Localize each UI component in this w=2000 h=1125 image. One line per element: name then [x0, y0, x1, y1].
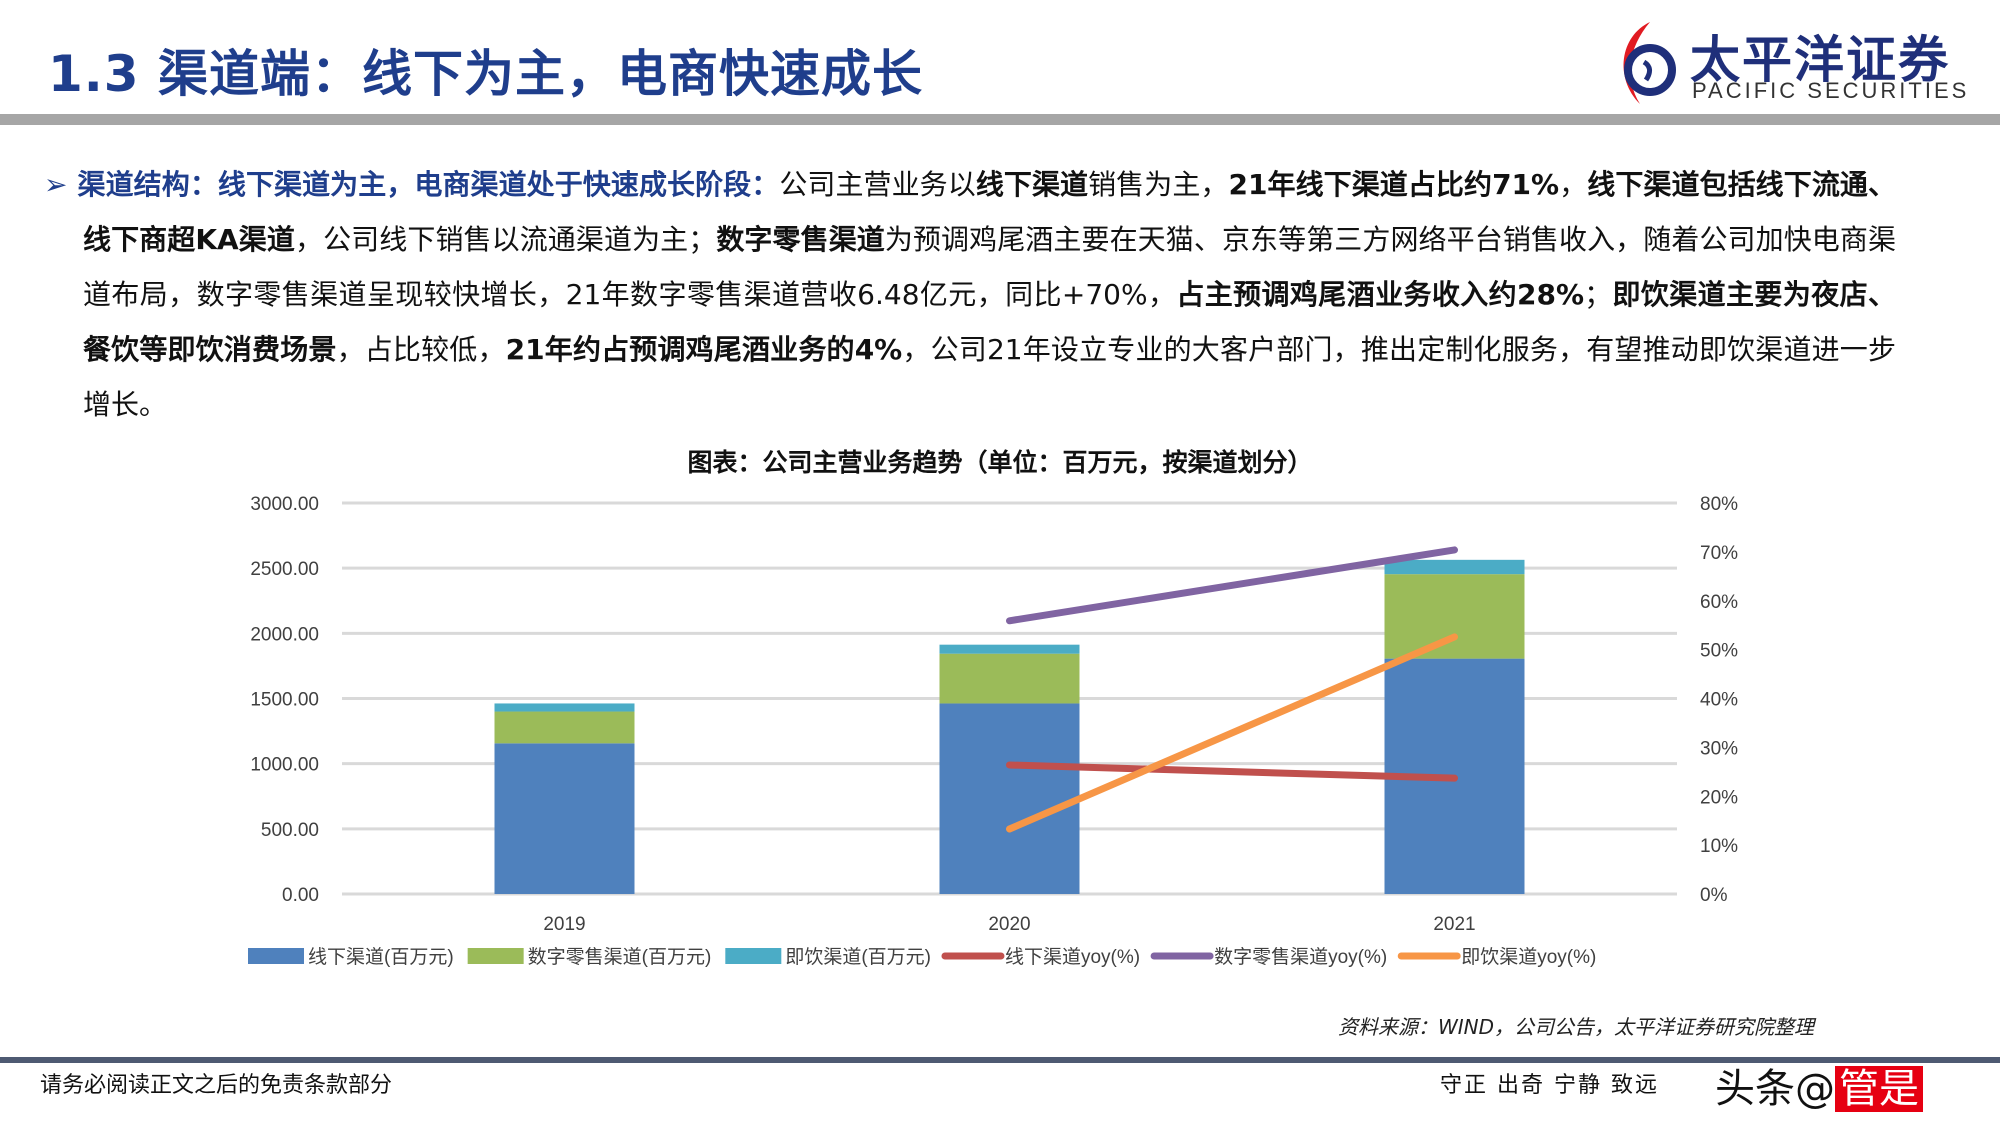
watermark: 头条@ 管是 — [1715, 1066, 1923, 1112]
page-title: 1.3 渠道端：线下为主，电商快速成长 — [48, 45, 923, 103]
watermark-badge: 管是 — [1835, 1066, 1923, 1112]
y-right-tick-label: 0% — [1700, 885, 1728, 906]
body-paragraph: ➢ 渠道结构：线下渠道为主，电商渠道处于快速成长阶段：公司主营业务以线下渠道销售为… — [44, 157, 1896, 432]
line-series — [1006, 633, 1458, 833]
legend-swatch — [725, 948, 782, 964]
header-divider — [0, 114, 2000, 125]
bar-segment — [494, 711, 635, 744]
y-right-tick-label: 50% — [1700, 641, 1738, 662]
y-right-tick-label: 80% — [1700, 494, 1738, 515]
paragraph-segment: ，占比较低， — [336, 333, 506, 366]
legend-label: 线下渠道yoy(%) — [1005, 946, 1140, 968]
paragraph-segment: 21年线下渠道占比约71% — [1228, 168, 1560, 201]
y-left-tick-label: 2500.00 — [250, 559, 319, 580]
chart-title: 图表：公司主营业务趋势（单位：百万元，按渠道划分） — [687, 448, 1313, 477]
bar-segment — [494, 703, 635, 712]
paragraph-segment: 数字零售渠道 — [716, 223, 885, 256]
arrow-right-icon: ➢ — [44, 168, 68, 201]
line-series — [1006, 761, 1458, 782]
paragraph-segment: 21年约占预调鸡尾酒业务的4% — [505, 333, 903, 366]
y-left-tick-label: 1500.00 — [250, 690, 319, 711]
y-right-tick-label: 10% — [1700, 836, 1738, 857]
paragraph-segment: ，公司线下销售以流通渠道为主； — [295, 223, 717, 256]
footer-divider — [0, 1057, 2000, 1063]
logo-text-en: PACIFIC SECURITIES — [1692, 78, 1970, 103]
logo-emblem-icon — [1623, 22, 1676, 104]
bar-segment — [1384, 559, 1525, 575]
paragraph-segment: 公司主营业务以 — [779, 168, 976, 201]
bar-segment — [939, 644, 1080, 654]
paragraph-segment: 为预调鸡尾酒主要在天猫、京东等第三方网络平台销售收入，随着公司加快电商渠道布局，… — [83, 223, 1896, 311]
logo-text-cn: 太平洋证券 — [1690, 31, 1950, 89]
y-right-tick-label: 30% — [1700, 738, 1738, 759]
line-series — [1006, 546, 1458, 625]
legend-label: 数字零售渠道yoy(%) — [1214, 946, 1387, 968]
company-logo: 太平洋证券 PACIFIC SECURITIES — [1610, 18, 1990, 108]
x-tick-label: 2021 — [1433, 914, 1475, 935]
bar-segment — [939, 653, 1080, 704]
y-left-tick-label: 3000.00 — [250, 494, 319, 515]
motto-text: 守正 出奇 宁静 致远 — [1440, 1073, 1659, 1098]
paragraph-segment: 占主预调鸡尾酒业务收入约28% — [1176, 278, 1585, 311]
paragraph-segment: 线下渠道 — [975, 168, 1089, 201]
legend-label: 数字零售渠道(百万元) — [528, 946, 712, 968]
x-tick-label: 2019 — [543, 914, 585, 935]
x-tick-label: 2020 — [988, 914, 1030, 935]
legend-swatch — [248, 948, 304, 964]
y-left-tick-label: 0.00 — [282, 885, 319, 906]
legend-swatch — [467, 948, 524, 964]
bar-segment — [939, 703, 1080, 894]
legend-label: 即饮渠道yoy(%) — [1461, 946, 1596, 968]
source-note: 资料来源：WIND，公司公告，太平洋证券研究院整理 — [1337, 1015, 1814, 1039]
y-left-tick-label: 500.00 — [261, 820, 319, 841]
watermark-text: 头条@ — [1715, 1066, 1835, 1112]
paragraph-segment: 线下渠道包括线下流通、线下商超KA渠道 — [83, 168, 1896, 256]
paragraph-segment: ； — [1584, 278, 1613, 311]
y-right-tick-label: 70% — [1700, 543, 1738, 564]
paragraph-segment: 即饮渠道主要为夜店、餐饮等即饮消费场景 — [83, 278, 1896, 366]
y-right-tick-label: 60% — [1700, 592, 1738, 613]
bar-segment — [494, 743, 635, 894]
y-right-tick-label: 40% — [1700, 690, 1738, 711]
legend-label: 即饮渠道(百万元) — [785, 946, 931, 968]
y-left-tick-label: 1000.00 — [250, 755, 319, 776]
legend-label: 线下渠道(百万元) — [308, 946, 454, 968]
paragraph-segment: ，公司21年设立专业的大客户部门，推出定制化服务，有望推动即饮渠道进一步增长。 — [83, 333, 1896, 421]
paragraph-segment: 销售为主， — [1088, 168, 1229, 201]
y-right-tick-label: 20% — [1700, 787, 1738, 808]
bar-segment — [1384, 574, 1525, 659]
paragraph-segment: ， — [1559, 168, 1588, 201]
disclaimer-text: 请务必阅读正文之后的免责条款部分 — [40, 1073, 393, 1098]
y-left-tick-label: 2000.00 — [250, 624, 319, 645]
paragraph-segment: 渠道结构：线下渠道为主，电商渠道处于快速成长阶段： — [77, 168, 780, 201]
